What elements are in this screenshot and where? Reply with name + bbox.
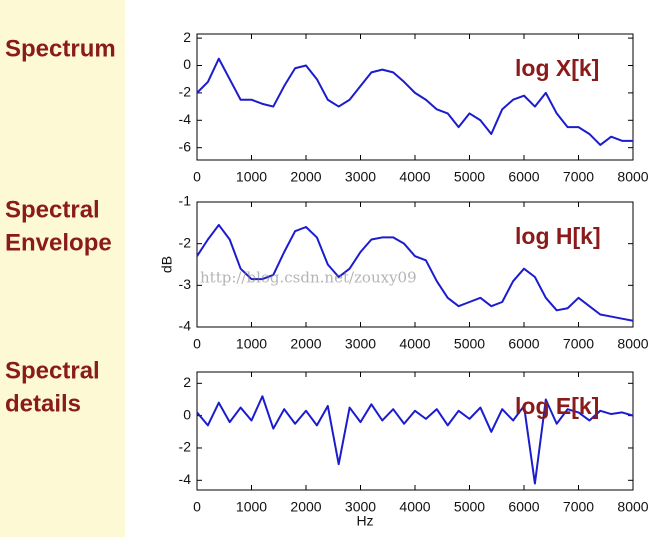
- x-tick-label: 8000: [617, 499, 648, 515]
- x-tick-label: 0: [193, 499, 201, 515]
- x-tick-label: 1000: [236, 499, 267, 515]
- x-tick-label: 5000: [454, 169, 485, 185]
- y-tick-label: -4: [179, 318, 192, 334]
- annotation: log X[k]: [515, 55, 599, 81]
- y-tick-label: 0: [183, 56, 191, 72]
- side-label: details: [5, 390, 81, 417]
- x-tick-label: 7000: [563, 499, 594, 515]
- watermark: http://blog.csdn.net/zouxy09: [200, 269, 417, 287]
- x-tick-label: 6000: [508, 499, 539, 515]
- y-tick-label: -4: [179, 471, 192, 487]
- annotation: log H[k]: [515, 223, 601, 249]
- side-label: Spectral: [5, 196, 100, 223]
- y-tick-label: -2: [179, 84, 192, 100]
- x-tick-label: 8000: [617, 169, 648, 185]
- x-tick-label: 5000: [454, 499, 485, 515]
- y-axis-label: dB: [159, 256, 175, 273]
- x-tick-label: 4000: [399, 336, 430, 352]
- x-tick-label: 2000: [290, 336, 321, 352]
- plot-area: [196, 371, 634, 491]
- y-tick-label: -6: [179, 138, 192, 154]
- x-tick-label: 3000: [345, 499, 376, 515]
- y-tick-label: -3: [179, 276, 192, 292]
- x-axis-label: Hz: [356, 513, 373, 529]
- x-tick-label: 1000: [236, 336, 267, 352]
- x-tick-label: 6000: [508, 169, 539, 185]
- x-tick-label: 5000: [454, 336, 485, 352]
- y-tick-label: -2: [179, 439, 192, 455]
- y-tick-label: -4: [179, 111, 192, 127]
- spectrum-line: [196, 223, 634, 322]
- side-label: Envelope: [5, 229, 112, 256]
- x-tick-label: 6000: [508, 336, 539, 352]
- x-tick-label: 0: [193, 169, 201, 185]
- x-tick-label: 4000: [399, 169, 430, 185]
- x-tick-label: 8000: [617, 336, 648, 352]
- x-tick-label: 3000: [345, 169, 376, 185]
- x-tick-label: 2000: [290, 499, 321, 515]
- y-tick-label: 2: [183, 29, 191, 45]
- x-tick-label: 4000: [399, 499, 430, 515]
- y-tick-label: -1: [179, 193, 192, 209]
- side-label: Spectrum: [5, 35, 116, 62]
- y-tick-label: 0: [183, 406, 191, 422]
- side-label: Spectral: [5, 357, 100, 384]
- annotation: log E[k]: [515, 393, 599, 419]
- x-tick-label: 0: [193, 336, 201, 352]
- spectrum-line: [196, 395, 634, 485]
- x-tick-label: 2000: [290, 169, 321, 185]
- x-tick-label: 7000: [563, 336, 594, 352]
- x-tick-label: 1000: [236, 169, 267, 185]
- y-tick-label: -2: [179, 234, 192, 250]
- x-tick-label: 7000: [563, 169, 594, 185]
- side-panel: [0, 0, 125, 537]
- plot-area: [196, 201, 634, 328]
- spectrum-line: [196, 57, 633, 146]
- plot-area: [196, 33, 634, 161]
- x-tick-label: 3000: [345, 336, 376, 352]
- y-tick-label: 2: [183, 374, 191, 390]
